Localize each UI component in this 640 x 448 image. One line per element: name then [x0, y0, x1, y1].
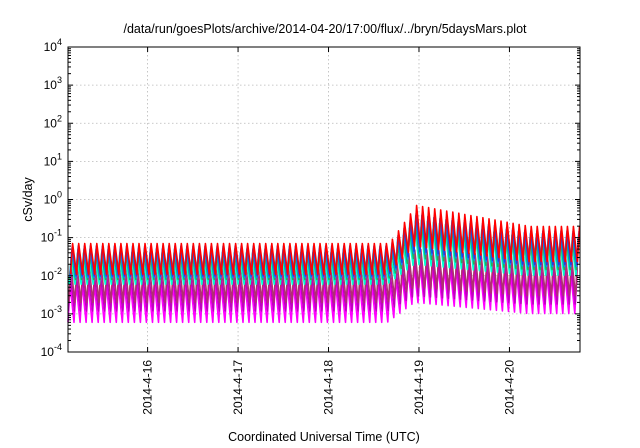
x-tick-label: 2014-4-19 — [412, 360, 426, 415]
series-lines — [67, 204, 581, 324]
x-tick-label: 2014-4-16 — [141, 360, 155, 415]
y-axis-label-group: cSv/day — [21, 177, 35, 222]
y-tick-label: 104 — [44, 37, 62, 54]
x-tick-label: 2014-4-17 — [231, 360, 245, 415]
y-axis-label: cSv/day — [21, 177, 35, 222]
y-tick-label: 10-3 — [41, 304, 62, 321]
y-tick-label: 101 — [44, 151, 62, 168]
axis-ticks: 10-4 10-3 10-2 10-1 100 101 102 103 104 2014-4-16… — [41, 37, 580, 415]
x-tick-label: 2014-4-18 — [322, 360, 336, 415]
chart-title: /data/run/goesPlots/archive/2014-04-20/1… — [123, 22, 527, 36]
x-axis-label: Coordinated Universal Time (UTC) — [228, 430, 420, 444]
y-tick-label: 100 — [44, 190, 62, 207]
y-tick-label: 10-2 — [41, 266, 62, 283]
y-tick-label: 10-1 — [41, 228, 62, 245]
y-tick-label: 10-4 — [41, 342, 62, 359]
y-tick-label: 102 — [44, 113, 62, 130]
y-tick-label: 103 — [44, 75, 62, 92]
x-tick-label: 2014-4-20 — [502, 360, 516, 415]
series-line — [69, 204, 581, 275]
